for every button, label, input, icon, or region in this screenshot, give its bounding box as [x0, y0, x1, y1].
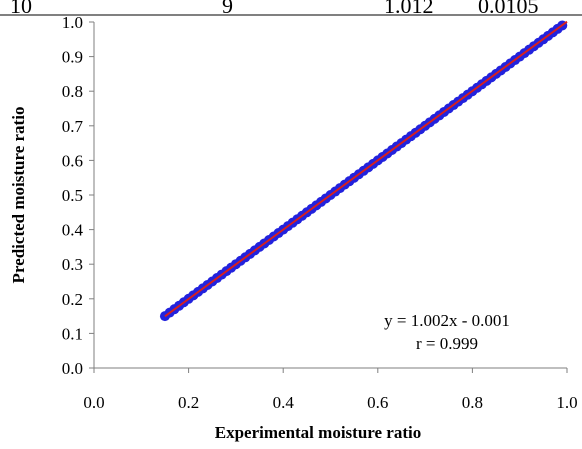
y-tick-label: 0.6 — [62, 151, 83, 170]
table-cell: 9 — [222, 0, 233, 18]
x-tick-label: 0.8 — [462, 393, 483, 412]
y-tick-label: 0.0 — [62, 359, 83, 378]
y-tick-label: 0.2 — [62, 290, 83, 309]
x-axis-ticks: 0.0 0.2 0.4 0.6 0.8 1.0 — [83, 368, 578, 412]
y-tick-label: 0.3 — [62, 255, 83, 274]
y-tick-label: 0.1 — [62, 324, 83, 343]
y-tick-label: 1.0 — [62, 13, 83, 32]
correlation-coefficient: r = 0.999 — [416, 334, 478, 353]
y-tick-label: 0.9 — [62, 48, 83, 67]
fit-line — [164, 20, 568, 318]
y-tick-label: 0.4 — [62, 221, 84, 240]
x-tick-label: 0.6 — [367, 393, 388, 412]
x-tick-label: 1.0 — [556, 393, 577, 412]
table-cell: 10 — [10, 0, 32, 18]
x-tick-label: 0.2 — [178, 393, 199, 412]
x-tick-label: 0.0 — [83, 393, 104, 412]
table-cell: 1.012 — [384, 0, 434, 18]
y-axis-title: Predicted moisture ratio — [9, 107, 28, 284]
y-tick-label: 0.8 — [62, 82, 83, 101]
x-axis-title: Experimental moisture ratio — [215, 423, 421, 442]
y-tick-label: 0.5 — [62, 186, 83, 205]
x-tick-label: 0.4 — [273, 393, 295, 412]
table-fragment: 10 9 1.012 0.0105 — [0, 0, 582, 18]
regression-equation: y = 1.002x - 0.001 — [384, 311, 510, 330]
y-tick-label: 0.7 — [62, 117, 84, 136]
table-cell: 0.0105 — [478, 0, 539, 18]
y-axis-ticks: 0.0 0.1 0.2 0.3 0.4 0.5 0.6 0.7 0.8 0.9 1.0 — [62, 13, 94, 378]
